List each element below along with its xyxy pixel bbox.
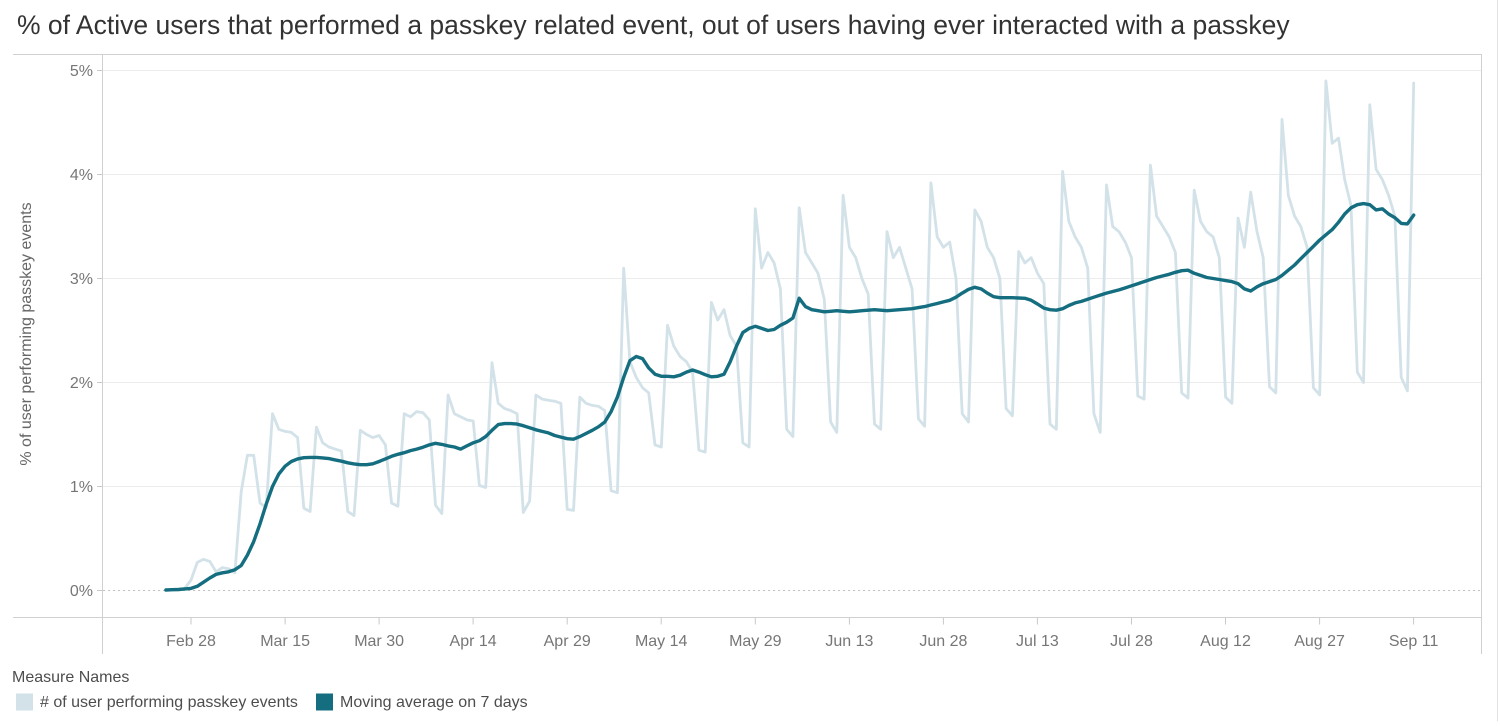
svg-text:Mar 15: Mar 15	[260, 633, 310, 650]
svg-text:May 14: May 14	[635, 633, 688, 650]
svg-text:5%: 5%	[70, 63, 93, 80]
svg-text:Measure Names: Measure Names	[12, 669, 129, 686]
svg-text:Jul 13: Jul 13	[1016, 633, 1059, 650]
svg-text:2%: 2%	[70, 375, 93, 392]
svg-text:3%: 3%	[70, 271, 93, 288]
svg-text:1%: 1%	[70, 479, 93, 496]
svg-text:Apr 14: Apr 14	[450, 633, 497, 650]
svg-text:Aug 27: Aug 27	[1294, 633, 1345, 650]
svg-text:Aug 12: Aug 12	[1200, 633, 1251, 650]
svg-text:% of Active users that perform: % of Active users that performed a passk…	[17, 10, 1290, 40]
svg-text:May 29: May 29	[729, 633, 782, 650]
svg-text:% of user performing passkey e: % of user performing passkey events	[18, 202, 35, 465]
svg-text:0%: 0%	[70, 583, 93, 600]
svg-text:Apr 29: Apr 29	[544, 633, 591, 650]
svg-text:Jun 28: Jun 28	[919, 633, 967, 650]
svg-text:Mar 30: Mar 30	[354, 633, 404, 650]
svg-text:Jun 13: Jun 13	[825, 633, 873, 650]
svg-text:4%: 4%	[70, 167, 93, 184]
svg-text:Feb 28: Feb 28	[166, 633, 216, 650]
svg-text:Moving average on 7 days: Moving average on 7 days	[340, 694, 528, 711]
svg-text:Sep 11: Sep 11	[1389, 633, 1439, 650]
svg-text:Jul 28: Jul 28	[1110, 633, 1153, 650]
svg-text:# of user performing passkey e: # of user performing passkey events	[40, 694, 298, 711]
